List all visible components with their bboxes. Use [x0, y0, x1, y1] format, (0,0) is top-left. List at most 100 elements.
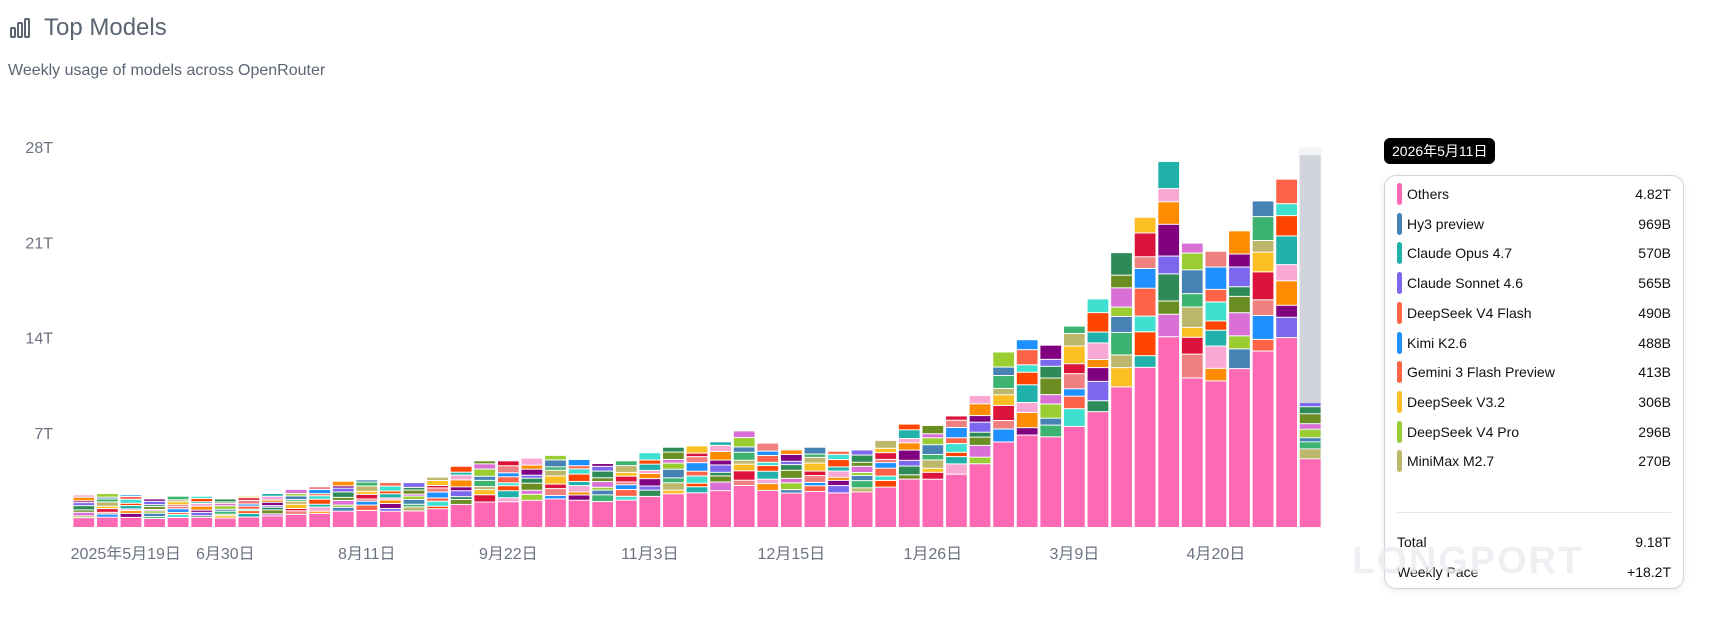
bar-segment	[1252, 201, 1274, 217]
tooltip-total-row: Total 9.18T	[1385, 530, 1683, 554]
bar-segment	[1252, 316, 1274, 339]
bar-segment	[285, 494, 307, 496]
bar-segment	[1134, 356, 1156, 367]
bar-segment	[733, 471, 755, 480]
bar-segment	[1063, 389, 1085, 396]
bar-segment	[1181, 378, 1203, 527]
bar-segment	[663, 469, 684, 478]
bar-segment	[969, 404, 991, 416]
bar-segment	[1158, 301, 1180, 314]
bar-segment	[1087, 401, 1109, 412]
bar-segment	[828, 486, 849, 493]
bar-segment	[1299, 449, 1321, 459]
bar-segment	[780, 465, 802, 470]
bar-segment	[1063, 426, 1085, 527]
tooltip-model-value: 413B	[1638, 364, 1671, 381]
bar-segment	[639, 490, 661, 496]
bar-segment	[380, 483, 401, 486]
bar-segment	[497, 483, 519, 486]
bar-segment	[356, 510, 378, 527]
bar-segment	[144, 507, 165, 509]
bar-segment	[969, 422, 991, 432]
bar-segment	[167, 514, 189, 518]
tooltip-total-label: Total	[1397, 534, 1427, 550]
bar-segment	[120, 513, 142, 517]
bar-segment	[663, 447, 684, 452]
bar-segment	[1111, 288, 1132, 307]
bar-segment	[851, 450, 873, 455]
bar-segment	[1181, 270, 1203, 294]
bar-segment	[922, 460, 944, 468]
bar-segment	[474, 461, 496, 464]
bar-segment	[898, 443, 920, 450]
tooltip-pace-value: +18.2T	[1627, 564, 1671, 580]
bar-segment	[993, 388, 1014, 395]
bar-segment	[757, 479, 779, 484]
bar-segment	[710, 451, 731, 460]
bar-segment	[1181, 307, 1203, 327]
bar-segment	[1040, 437, 1062, 527]
bar-segment	[733, 438, 755, 447]
bar-segment	[1229, 336, 1250, 349]
bar-segment	[757, 490, 779, 527]
bar-segment	[1063, 333, 1085, 346]
bar-segment	[1087, 313, 1109, 332]
bar-segment	[1111, 355, 1132, 368]
bar-segment	[1063, 409, 1085, 426]
x-tick-label: 6月30日	[196, 546, 255, 560]
bar-segment	[97, 514, 118, 517]
bar-segment	[545, 460, 566, 467]
bar-segment	[1111, 316, 1132, 332]
bar-segment	[828, 467, 849, 471]
bar-segment	[851, 466, 873, 473]
bar-segment	[356, 491, 378, 494]
bar-segment	[710, 442, 731, 445]
bar-segment	[309, 494, 331, 496]
bar-segment	[875, 487, 897, 527]
legend-swatch	[1397, 450, 1402, 473]
bar-segment	[828, 493, 849, 527]
bar-segment	[686, 453, 708, 457]
bar-segment	[993, 429, 1014, 442]
bar-segment	[757, 443, 779, 451]
bar-segment	[474, 495, 496, 502]
bar-segment	[356, 494, 378, 499]
bar-segment	[757, 471, 779, 479]
bar-segment	[639, 464, 661, 470]
bar-segment	[710, 472, 731, 476]
bar-segment	[946, 438, 967, 444]
tooltip-model-name: Claude Sonnet 4.6	[1407, 275, 1523, 292]
bar-segment	[238, 496, 260, 498]
bar-segment	[380, 486, 401, 491]
bar-segment	[1158, 337, 1180, 527]
tooltip-model-name: DeepSeek V4 Flash	[1407, 304, 1532, 321]
bar-segment	[1205, 346, 1227, 368]
bar-segment	[969, 416, 991, 422]
bar-segment	[686, 463, 708, 471]
bar-segment	[1205, 267, 1227, 289]
bar-segment	[946, 427, 967, 438]
bar-segment	[1299, 429, 1321, 438]
bar-segment	[497, 486, 519, 491]
bar-segment	[828, 477, 849, 480]
bar-segment	[1229, 296, 1250, 313]
bar-segment	[285, 508, 307, 511]
tooltip-row: DeepSeek V4 Flash 490B	[1385, 300, 1683, 326]
bar-segment	[1158, 274, 1180, 301]
bar-segment	[639, 473, 661, 479]
bar-segment	[521, 494, 543, 500]
bar-segment	[663, 490, 684, 494]
bar-segment	[757, 462, 779, 466]
bar-segment	[1252, 252, 1274, 272]
bar-segment	[497, 491, 519, 498]
bar-segment	[1276, 338, 1297, 527]
bar-segment	[144, 519, 165, 527]
bar-segment	[1087, 299, 1109, 313]
bar-segment	[639, 479, 661, 486]
x-tick-label: 3月9日	[1049, 546, 1099, 560]
bar-segment	[946, 416, 967, 420]
bar-segment	[686, 493, 708, 527]
bar-segment	[922, 438, 944, 445]
bar-segment	[710, 482, 731, 491]
bar-segment	[686, 476, 708, 483]
